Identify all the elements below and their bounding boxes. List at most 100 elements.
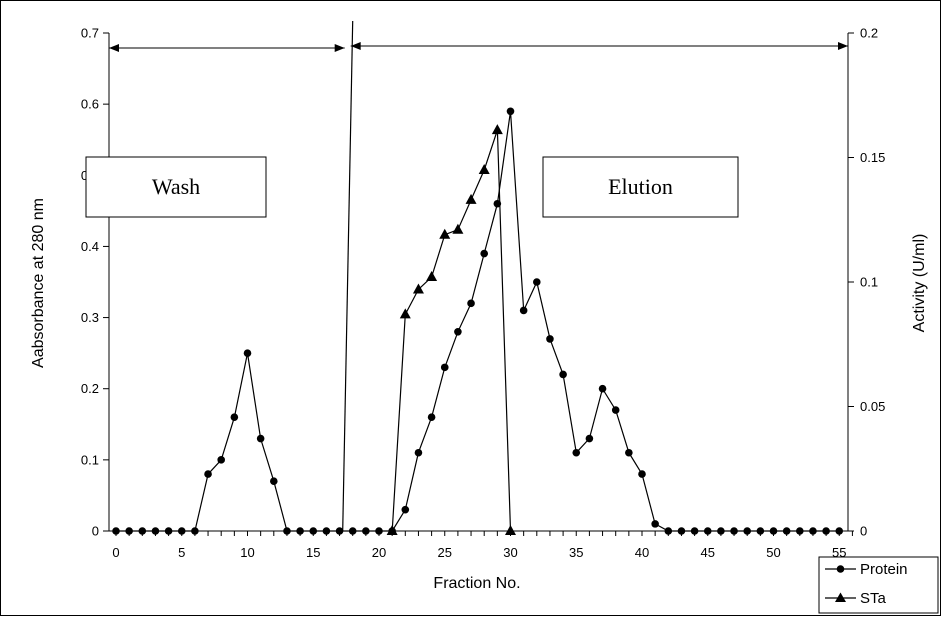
data-point-protein [756,527,765,535]
data-point-protein [664,527,673,535]
data-point-protein [270,477,278,486]
data-point-sta [412,283,424,294]
data-point-protein [809,527,817,535]
elution-range-arrow [350,42,848,50]
x-tick-label: 30 [503,545,517,560]
x-tick-label: 35 [569,545,583,560]
data-point-sta [386,525,398,535]
y-left-tick-label: 0.4 [81,239,99,254]
elution-range-arrow-head-left [350,42,361,50]
data-point-protein [598,384,607,393]
data-point-protein [151,527,160,535]
y-left-tick-label: 0.7 [81,26,99,41]
data-point-protein [454,328,462,336]
axes-layer: 051015202530354045505500.10.20.30.40.50.… [81,26,885,561]
data-point-protein [651,520,659,528]
legend-sta-marker [835,592,846,602]
data-point-protein [585,434,594,443]
data-point-protein [348,527,357,535]
data-point-protein [467,299,475,308]
data-point-protein [796,527,804,535]
data-point-protein [782,527,791,535]
wash-range-arrow [109,44,345,52]
x-tick-label: 45 [701,545,715,560]
y-left-tick-label: 0 [92,524,99,539]
data-point-protein [256,434,265,443]
data-point-protein [703,527,712,535]
data-point-protein [322,527,331,535]
data-point-protein [112,527,120,535]
data-point-protein [177,527,186,535]
data-point-sta [399,308,411,319]
x-tick-label: 10 [240,545,254,560]
data-point-protein [375,527,383,535]
data-point-protein [559,370,567,379]
data-point-sta [478,163,490,174]
data-point-sta [452,223,464,234]
data-point-protein [822,527,830,535]
data-point-protein [138,527,147,535]
y-left-tick-label: 0.2 [81,381,99,396]
data-point-protein [690,527,699,535]
x-tick-label: 20 [372,545,386,560]
data-point-protein [743,527,751,535]
series-layer [112,107,844,535]
wash-range-arrow-head-left [109,44,119,52]
elution-label-box [542,156,739,218]
data-point-sta [426,271,438,282]
data-point-sta [505,525,516,535]
y-left-tick-label: 0.1 [81,452,99,467]
data-point-protein [677,527,686,535]
x-axis-title: Fraction No. [433,575,520,592]
data-point-protein [506,107,515,116]
x-tick-label: 40 [635,545,649,560]
data-point-protein [638,470,646,478]
y-right-tick-label: 0.2 [860,26,878,41]
data-point-protein [519,306,528,315]
elution-label-text: Elution [608,174,673,199]
data-point-protein [191,527,199,535]
data-point-sta [465,193,477,204]
legend-protein-label: Protein [860,561,908,578]
data-point-protein [480,249,489,258]
data-point-protein [283,527,291,535]
data-point-protein [730,527,738,535]
data-point-protein [717,527,725,535]
legend-protein-marker [836,565,845,573]
y-right-tick-label: 0.1 [860,275,878,290]
data-point-protein [835,527,844,535]
data-point-protein [230,413,239,421]
y-right-tick-label: 0.15 [860,150,885,165]
data-point-protein [309,527,318,535]
data-point-protein [427,413,436,421]
x-tick-label: 0 [112,545,119,560]
data-point-sta [439,228,451,239]
y-right-axis-title: Activity (U/ml) [911,234,928,333]
data-point-protein [401,505,410,514]
x-tick-label: 25 [438,545,452,560]
data-point-protein [125,527,133,535]
data-point-protein [572,448,581,457]
x-tick-label: 5 [178,545,185,560]
data-point-protein [204,470,212,478]
y-left-tick-label: 0.6 [81,97,99,112]
legend: Protein STa [818,556,939,614]
y-left-tick-label: 0.3 [81,310,99,325]
data-point-protein [546,335,554,343]
wash-range-arrow-head-right [334,44,345,52]
data-point-protein [533,278,541,286]
y-right-tick-label: 0.05 [860,399,885,414]
data-point-protein [217,456,225,464]
x-tick-label: 50 [766,545,780,560]
wash-elution-divider [342,20,354,532]
data-point-protein [769,527,778,535]
data-point-protein [625,448,633,457]
data-point-protein [611,406,620,414]
data-point-protein [335,527,344,535]
data-point-protein [296,527,304,535]
data-point-protein [243,349,252,357]
y-left-axis-title: Aabsorbance at 280 nm [30,198,47,368]
x-tick-label: 15 [306,545,320,560]
series-line-sta [391,129,512,532]
